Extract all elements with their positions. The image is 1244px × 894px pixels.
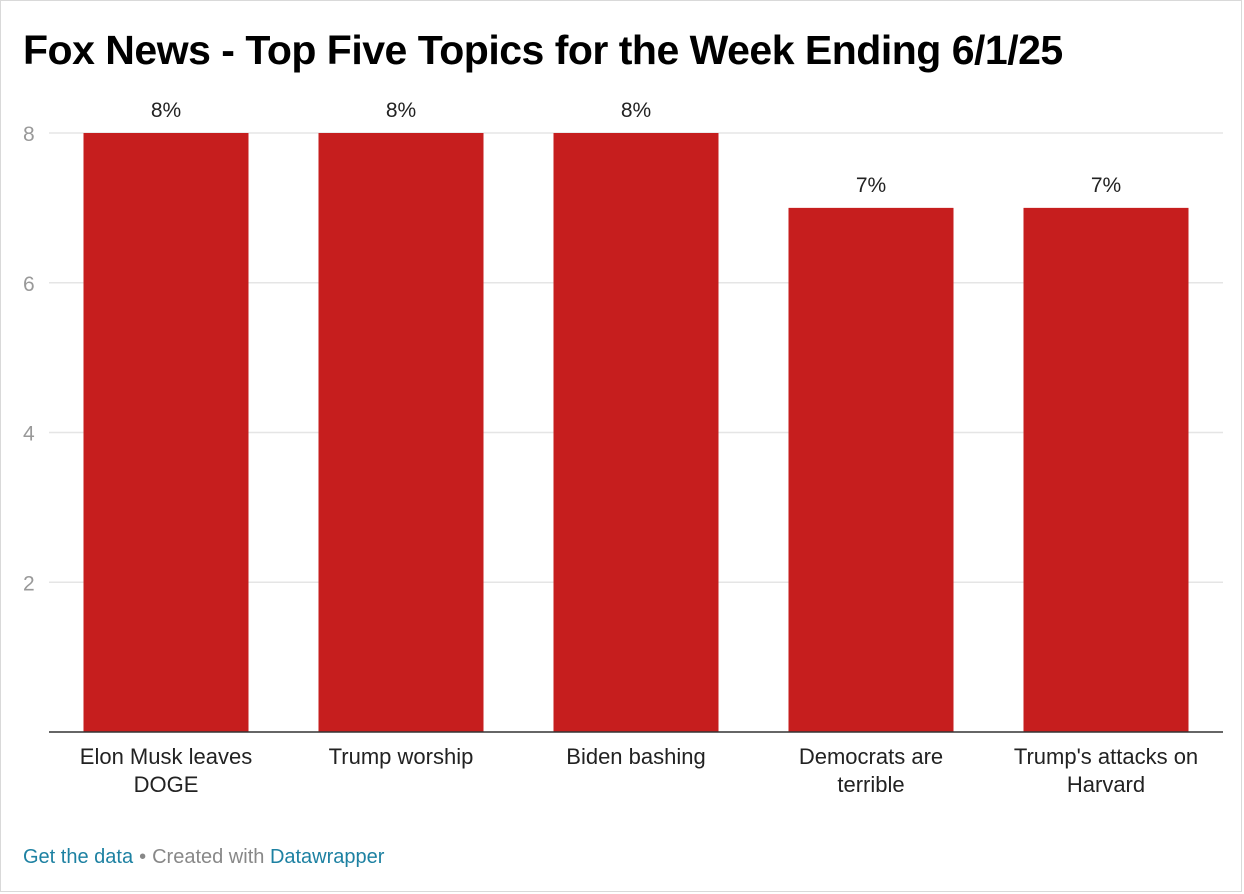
y-tick-label: 4 (23, 423, 35, 446)
bar-value-label: 8% (151, 99, 181, 122)
chart-footer: Get the data • Created with Datawrapper (23, 846, 384, 869)
x-category-label: Biden bashing (566, 744, 705, 769)
bar[interactable] (1023, 207, 1189, 732)
x-category-label: DOGE (134, 772, 199, 797)
y-tick-label: 2 (23, 572, 35, 595)
bar[interactable] (318, 133, 484, 732)
chart-title: Fox News - Top Five Topics for the Week … (23, 27, 1063, 73)
bar[interactable] (553, 133, 719, 732)
datawrapper-link[interactable]: Datawrapper (269, 846, 385, 868)
y-tick-label: 6 (23, 273, 35, 296)
bar-value-label: 8% (386, 99, 416, 122)
x-category-label: terrible (837, 772, 904, 797)
bar-value-label: 7% (1091, 174, 1121, 197)
footer-separator: • (139, 846, 147, 868)
created-with-text: Created with (152, 846, 265, 868)
x-category-label: Harvard (1067, 772, 1145, 797)
x-category-label: Trump's attacks on (1014, 744, 1198, 769)
y-tick-label: 8 (23, 123, 35, 146)
get-data-link[interactable]: Get the data (23, 846, 134, 868)
bar[interactable] (83, 133, 249, 732)
x-category-label: Trump worship (329, 744, 474, 769)
bar-value-label: 8% (621, 99, 651, 122)
x-category-label: Elon Musk leaves (80, 744, 252, 769)
bar-value-label: 7% (856, 174, 886, 197)
x-category-label: Democrats are (799, 744, 943, 769)
bar[interactable] (788, 207, 954, 732)
